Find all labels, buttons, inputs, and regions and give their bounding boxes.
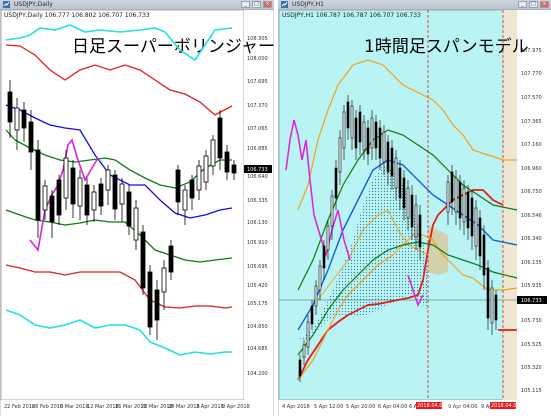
- lagging-span-line: [29, 138, 99, 252]
- candlesticks: [298, 95, 498, 382]
- current-price-label: 106.733: [247, 167, 268, 173]
- svg-text:105.730: 105.730: [521, 318, 542, 324]
- svg-text:107.695: 107.695: [247, 79, 268, 85]
- lower-band-2sigma-line: [5, 264, 233, 309]
- hourly-chart-window[interactable]: USDJPY,H1 _ □ × USDJPY,H1 106.787 106.78…: [278, 0, 551, 416]
- hourly-chart-plot[interactable]: USDJPY,H1 106.787 106.787 106.707 106.73…: [278, 10, 551, 416]
- svg-text:107.370: 107.370: [247, 103, 268, 109]
- svg-text:9 Apr 04:00: 9 Apr 04:00: [448, 404, 477, 410]
- svg-text:106.130: 106.130: [247, 220, 268, 226]
- overlay-title: 1時間足スパンモデル: [364, 36, 529, 57]
- window-titlebar[interactable]: USDJPY,H1 _ □ ×: [278, 0, 551, 10]
- time-marker-label: 2018.04.09 07:00: [417, 403, 462, 409]
- overlay-title: 日足スーパーボリンジャー: [72, 37, 274, 57]
- current-price-label: 106.733: [521, 298, 542, 304]
- svg-text:107.365: 107.365: [521, 119, 542, 125]
- svg-text:6 Mar 2018: 6 Mar 2018: [60, 404, 89, 410]
- upper-band-3sigma-line: [5, 24, 233, 62]
- plot-area: [0, 10, 245, 401]
- svg-text:104.200: 104.200: [247, 371, 268, 377]
- maximize-button[interactable]: □: [252, 1, 261, 8]
- time-labels: 22 Feb 2018 28 Feb 2018 6 Mar 2018 12 Ma…: [4, 404, 250, 410]
- svg-text:6 Apr 04:00: 6 Apr 04:00: [378, 404, 407, 410]
- current-price-tag: [244, 165, 272, 173]
- svg-text:107.975: 107.975: [521, 48, 542, 54]
- svg-text:104.850: 104.850: [247, 324, 268, 330]
- chart-header: USDJPY,Daily 106.777 106.802 106.707 106…: [4, 12, 150, 19]
- svg-text:105.115: 105.115: [521, 388, 542, 394]
- svg-text:105.320: 105.320: [521, 365, 542, 371]
- svg-text:105.525: 105.525: [521, 342, 542, 348]
- svg-text:105.420: 105.420: [247, 283, 268, 289]
- close-button[interactable]: ×: [263, 1, 272, 8]
- time-marker-tag: [416, 402, 442, 409]
- window-separator: [274, 0, 278, 416]
- chart-window-icon: [3, 1, 10, 8]
- time-labels: 4 Apr 2018 5 Apr 12:00 5 Apr 20:00 6 Apr…: [282, 404, 510, 410]
- lower-green-band-line: [297, 241, 518, 356]
- lower-orange-band-line: [297, 234, 518, 381]
- svg-text:107.570: 107.570: [521, 95, 542, 101]
- svg-text:22 Feb 2018: 22 Feb 2018: [4, 404, 35, 410]
- svg-text:5 Apr 12:00: 5 Apr 12:00: [314, 404, 343, 410]
- price-labels: 108.305 108.000 107.695 107.370 107.065 …: [247, 36, 268, 377]
- svg-text:4 Apr 2018: 4 Apr 2018: [282, 404, 310, 410]
- time-marker-tag: [490, 402, 516, 409]
- lagging-span-line: [285, 119, 351, 261]
- price-axis: [244, 10, 273, 416]
- daily-chart-plot[interactable]: USDJPY,Daily 106.777 106.802 106.707 106…: [0, 10, 274, 416]
- lower-band-3sigma-line: [5, 309, 232, 356]
- svg-text:106.885: 106.885: [247, 146, 268, 152]
- svg-text:105.910: 105.910: [247, 240, 268, 246]
- svg-text:16 Mar 2018: 16 Mar 2018: [115, 404, 147, 410]
- price-axis: [517, 10, 551, 416]
- svg-text:106.135: 106.135: [521, 260, 542, 266]
- window-title: USDJPY,H1: [292, 1, 324, 8]
- svg-text:12 Mar 2018: 12 Mar 2018: [87, 404, 119, 410]
- svg-text:106.546: 106.546: [521, 213, 542, 219]
- svg-text:108.305: 108.305: [247, 36, 268, 42]
- svg-text:106.340: 106.340: [521, 236, 542, 242]
- window-title: USDJPY,Daily: [14, 1, 53, 8]
- window-titlebar[interactable]: USDJPY,Daily _ □ ×: [0, 0, 274, 10]
- svg-text:106.335: 106.335: [247, 198, 268, 204]
- svg-text:104.685: 104.685: [247, 346, 268, 352]
- svg-text:28 Feb 2018: 28 Feb 2018: [32, 404, 63, 410]
- svg-text:107.160: 107.160: [521, 142, 542, 148]
- span-cloud-tan-area: [428, 225, 448, 275]
- svg-text:107.770: 107.770: [521, 71, 542, 77]
- minimize-button[interactable]: _: [518, 1, 527, 8]
- svg-text:5 Apr 20:00: 5 Apr 20:00: [346, 404, 375, 410]
- time-axis: [1, 400, 244, 416]
- svg-text:22 Mar 2018: 22 Mar 2018: [141, 404, 173, 410]
- span-cloud-area: [298, 165, 428, 340]
- candlesticks: [7, 80, 237, 340]
- svg-text:105.935: 105.935: [521, 283, 542, 289]
- svg-text:105.175: 105.175: [247, 301, 268, 307]
- upper-band-2sigma-line: [5, 44, 233, 116]
- svg-text:108.000: 108.000: [247, 56, 268, 62]
- chart-header: USDJPY,H1 106.787 106.787 106.707 106.73…: [282, 12, 421, 19]
- minimize-button[interactable]: _: [241, 1, 250, 8]
- upper-orange-band-line: [297, 59, 517, 211]
- svg-text:106.640: 106.640: [247, 174, 268, 180]
- svg-text:3 Apr 2018: 3 Apr 2018: [196, 404, 224, 410]
- svg-text:106.750: 106.750: [521, 189, 542, 195]
- maximize-button[interactable]: □: [529, 1, 538, 8]
- svg-text:9 Apr 2018: 9 Apr 2018: [222, 404, 250, 410]
- price-labels: 107.975 107.770 107.570 107.365 107.160 …: [521, 48, 542, 394]
- mid-orange-line: [317, 209, 429, 301]
- middle-band-line: [5, 104, 233, 219]
- time-marker-label: 2018.04.09 23:00: [491, 403, 536, 409]
- svg-text:107.065: 107.065: [247, 126, 268, 132]
- time-axis: [279, 400, 517, 416]
- svg-text:105.695: 105.695: [247, 264, 268, 270]
- svg-text:106.960: 106.960: [521, 166, 542, 172]
- current-price-tag: [517, 296, 547, 304]
- close-button[interactable]: ×: [540, 1, 549, 8]
- future-zone: [503, 10, 517, 400]
- daily-chart-window[interactable]: USDJPY,Daily _ □ × USDJPY,Daily 106.777 …: [0, 0, 274, 416]
- svg-text:28 Mar 2018: 28 Mar 2018: [168, 404, 200, 410]
- chart-window-icon: [281, 1, 288, 8]
